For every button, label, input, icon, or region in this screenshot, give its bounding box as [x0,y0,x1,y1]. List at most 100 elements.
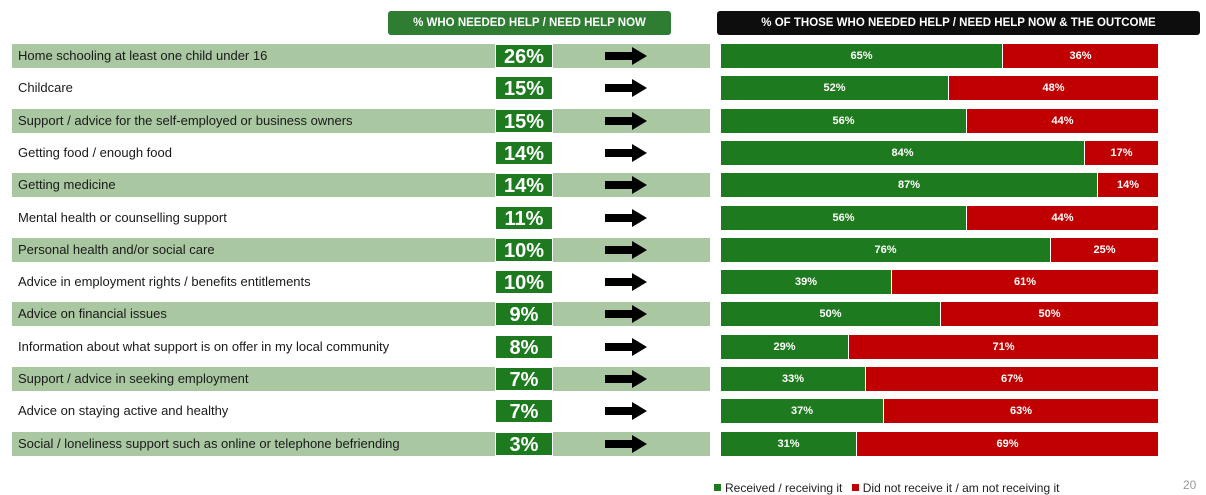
table-row: Information about what support is on off… [12,335,710,359]
category-label: Advice on financial issues [18,306,167,321]
bar-segment-not-received: 17% [1085,141,1158,165]
table-row: Support / advice for the self-employed o… [12,109,710,133]
arrow-right-icon [605,338,647,356]
bar-segment-received: 84% [721,141,1084,165]
needed-help-percent: 7% [495,367,553,391]
bar-segment-received: 52% [721,76,948,100]
arrow-right-icon [605,47,647,65]
category-label: Getting medicine [18,177,116,192]
category-label: Getting food / enough food [18,145,172,160]
category-label: Advice on staying active and healthy [18,403,229,418]
arrow-right-icon [605,209,647,227]
bar-segment-not-received: 44% [967,206,1158,230]
needed-help-percent: 10% [495,238,553,262]
needed-help-percent: 8% [495,335,553,359]
bar-segment-not-received: 61% [892,270,1158,294]
needed-help-percent: 14% [495,173,553,197]
bar-segment-not-received: 44% [967,109,1158,133]
bar-segment-not-received: 14% [1098,173,1158,197]
outcome-bar: 31% 69% [721,432,1158,456]
table-row: Getting food / enough food 14% [12,141,710,165]
arrow-right-icon [605,435,647,453]
bar-segment-not-received: 36% [1003,44,1158,68]
outcome-bar: 56% 44% [721,109,1158,133]
page-number: 20 [1183,478,1197,492]
bar-segment-received: 76% [721,238,1050,262]
arrow-right-icon [605,144,647,162]
table-row: Social / loneliness support such as onli… [12,432,710,456]
bar-segment-received: 50% [721,302,940,326]
category-label: Advice in employment rights / benefits e… [18,274,311,289]
bar-segment-not-received: 48% [949,76,1158,100]
table-row: Childcare 15% [12,76,710,100]
needed-help-percent: 7% [495,399,553,423]
legend-label-received: Received / receiving it [725,481,843,495]
arrow-right-icon [605,305,647,323]
table-row: Personal health and/or social care 10% [12,238,710,262]
legend-item-received: Received / receiving it [714,481,846,495]
bar-segment-not-received: 67% [866,367,1158,391]
table-row: Mental health or counselling support 11% [12,206,710,230]
table-row: Home schooling at least one child under … [12,44,710,68]
legend: Received / receiving it Did not receive … [714,481,1066,495]
outcome-header: % OF THOSE WHO NEEDED HELP / NEED HELP N… [717,11,1200,35]
category-label: Information about what support is on off… [18,339,390,354]
legend-label-not-received: Did not receive it / am not receiving it [862,481,1060,495]
needed-help-percent: 11% [495,206,553,230]
needed-help-percent: 26% [495,44,553,68]
bar-segment-received: 65% [721,44,1002,68]
bar-segment-not-received: 71% [849,335,1158,359]
outcome-bar: 76% 25% [721,238,1158,262]
bar-segment-received: 39% [721,270,891,294]
needed-help-percent: 3% [495,432,553,456]
bar-segment-received: 56% [721,109,966,133]
arrow-right-icon [605,241,647,259]
outcome-bar: 37% 63% [721,399,1158,423]
bar-segment-not-received: 25% [1051,238,1158,262]
outcome-bar: 33% 67% [721,367,1158,391]
category-label: Support / advice for the self-employed o… [18,113,353,128]
outcome-bar: 52% 48% [721,76,1158,100]
bar-segment-received: 33% [721,367,865,391]
bar-segment-not-received: 63% [884,399,1158,423]
table-row: Advice on financial issues 9% [12,302,710,326]
outcome-bar: 50% 50% [721,302,1158,326]
outcome-bar: 87% 14% [721,173,1158,197]
outcome-bar: 29% 71% [721,335,1158,359]
table-row: Support / advice in seeking employment 7% [12,367,710,391]
legend-swatch-received [714,484,721,491]
arrow-right-icon [605,112,647,130]
bar-segment-received: 29% [721,335,848,359]
table-row: Getting medicine 14% [12,173,710,197]
bar-segment-received: 56% [721,206,966,230]
arrow-right-icon [605,402,647,420]
table-row: Advice on staying active and healthy 7% [12,399,710,423]
category-label: Mental health or counselling support [18,210,227,225]
arrow-right-icon [605,273,647,291]
category-label: Home schooling at least one child under … [18,48,268,63]
bar-segment-not-received: 50% [941,302,1158,326]
bar-segment-received: 31% [721,432,856,456]
outcome-bar: 65% 36% [721,44,1158,68]
bar-segment-not-received: 69% [857,432,1158,456]
category-label: Childcare [18,80,73,95]
needed-help-percent: 15% [495,109,553,133]
table-row: Advice in employment rights / benefits e… [12,270,710,294]
outcome-bar: 56% 44% [721,206,1158,230]
arrow-right-icon [605,370,647,388]
legend-swatch-not-received [851,484,859,491]
bar-segment-received: 87% [721,173,1097,197]
needed-help-percent: 9% [495,302,553,326]
needed-help-percent: 10% [495,270,553,294]
arrow-right-icon [605,79,647,97]
outcome-bar: 39% 61% [721,270,1158,294]
arrow-right-icon [605,176,647,194]
category-label: Personal health and/or social care [18,242,215,257]
needed-help-percent: 14% [495,141,553,165]
outcome-bar: 84% 17% [721,141,1158,165]
needed-help-percent: 15% [495,76,553,100]
bar-segment-received: 37% [721,399,883,423]
category-label: Social / loneliness support such as onli… [18,436,400,451]
needed-help-header: % WHO NEEDED HELP / NEED HELP NOW [388,11,671,35]
legend-item-not-received: Did not receive it / am not receiving it [851,481,1060,495]
